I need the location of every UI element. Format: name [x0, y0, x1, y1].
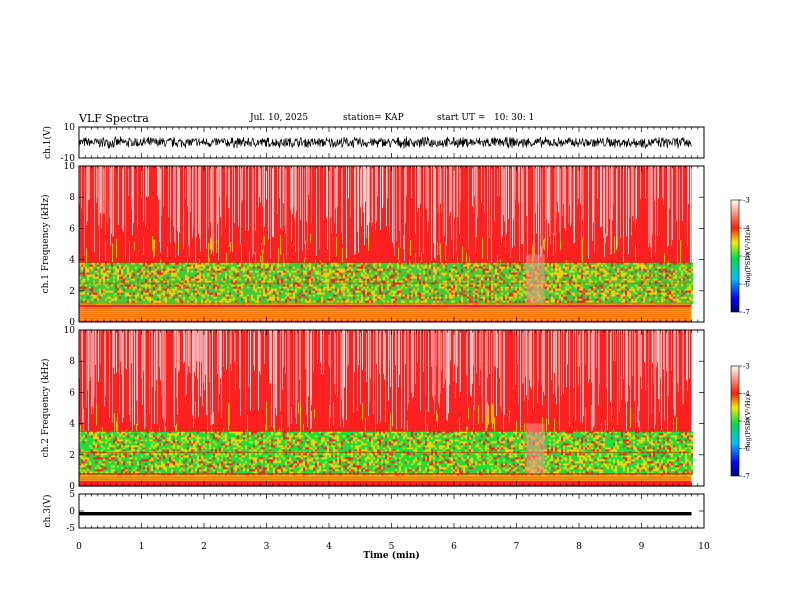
ch1-spectrogram-ytick-label: 6	[69, 224, 75, 234]
ch1-spectrogram-colorbar-label: log(PSD)(V²/Hz)	[744, 229, 752, 282]
ch1-spectrogram-colorbar-tick-label: -6	[743, 281, 750, 289]
ch2-spectrogram-disturbance	[525, 423, 545, 474]
ch1-spectrogram-colorbar-tick-label: -4	[743, 225, 750, 233]
ch2-spectrogram-ytick-label: 10	[64, 326, 76, 336]
x-tick-label: 10	[698, 542, 710, 552]
ch1-spectrogram-ytick-label: 4	[69, 256, 75, 266]
x-tick-label: 0	[76, 542, 82, 552]
ch3-waveform-ylabel: ch.3(V)	[42, 495, 53, 528]
ch1-spectrogram-colorbar-tick-label: -3	[743, 197, 750, 205]
date-label: Jul. 10, 2025	[250, 113, 309, 123]
ch1-spectrogram-ytick-label: 8	[69, 193, 75, 203]
ch2-spectrogram-colorbar-tick-label: -5	[743, 418, 750, 426]
chart-title: VLF Spectra	[79, 112, 149, 125]
ch3-waveform-ytick-label: 0	[69, 507, 75, 517]
ch2-spectrogram-colorbar-tick-label: -3	[743, 363, 750, 371]
ch3-waveform-series	[79, 512, 692, 516]
x-tick-label: 8	[576, 542, 582, 552]
ch1-spectrogram-disturbance	[525, 254, 545, 304]
ch2-spectrogram-ytick-label: 2	[69, 451, 75, 461]
station-label: station= KAP	[343, 113, 404, 123]
ch1-spectrogram-colorbar-tick-label: -7	[743, 309, 750, 317]
ch1-waveform-series	[78, 136, 692, 150]
x-tick-label: 9	[639, 542, 645, 552]
ch1-spectrogram-colorbar	[730, 199, 740, 313]
ch3-waveform-ytick-label: 5	[69, 490, 75, 500]
x-tick-label: 2	[201, 542, 207, 552]
ch2-spectrogram-ytick-label: 4	[69, 420, 75, 430]
ch1-waveform-ylabel: ch.1(V)	[42, 126, 53, 159]
x-tick-label: 4	[326, 542, 332, 552]
ch2-spectrogram-colorbar	[730, 365, 740, 477]
ch1-spectrogram-ytick-label: 2	[69, 287, 75, 297]
x-tick-label: 3	[264, 542, 270, 552]
ch1-waveform-ytick-label: 10	[64, 123, 76, 133]
ch1-spectrogram-ytick-label: 10	[64, 162, 76, 172]
ch2-spectrogram-colorbar-label: log(PSD)(V²/Hz)	[744, 394, 752, 447]
x-tick-label: 6	[451, 542, 457, 552]
ch2-spectrogram-colorbar-tick-label: -6	[743, 445, 750, 453]
ch1-waveform-ytick-label: -10	[61, 154, 76, 164]
ch3-waveform-ytick-label: -5	[66, 524, 75, 534]
ch3-waveform-frame	[78, 493, 705, 529]
ch1-spectrogram-ylabel: ch.1 Frequency (kHz)	[40, 195, 51, 294]
ch2-spectrogram-colorbar-tick-label: -7	[743, 473, 750, 481]
ch2-spectrogram-ytick-label: 8	[69, 357, 75, 367]
ch1-spectrogram-ytick-label: 0	[69, 318, 75, 328]
x-tick-label: 5	[389, 542, 395, 552]
ch2-spectrogram-ylabel: ch.2 Frequency (kHz)	[40, 359, 51, 458]
ch1-spectrogram-colorbar-tick-label: -5	[743, 253, 750, 261]
x-tick-label: 7	[514, 542, 520, 552]
ch2-spectrogram-ytick-label: 6	[69, 388, 75, 398]
start-time-label: start UT = 10: 30: 1	[437, 113, 535, 123]
ch2-spectrogram-colorbar-tick-label: -4	[743, 390, 750, 398]
ch2-spectrogram-ytick-label: 0	[69, 482, 75, 492]
x-tick-label: 1	[139, 542, 145, 552]
x-axis-label: Time (min)	[363, 550, 420, 561]
